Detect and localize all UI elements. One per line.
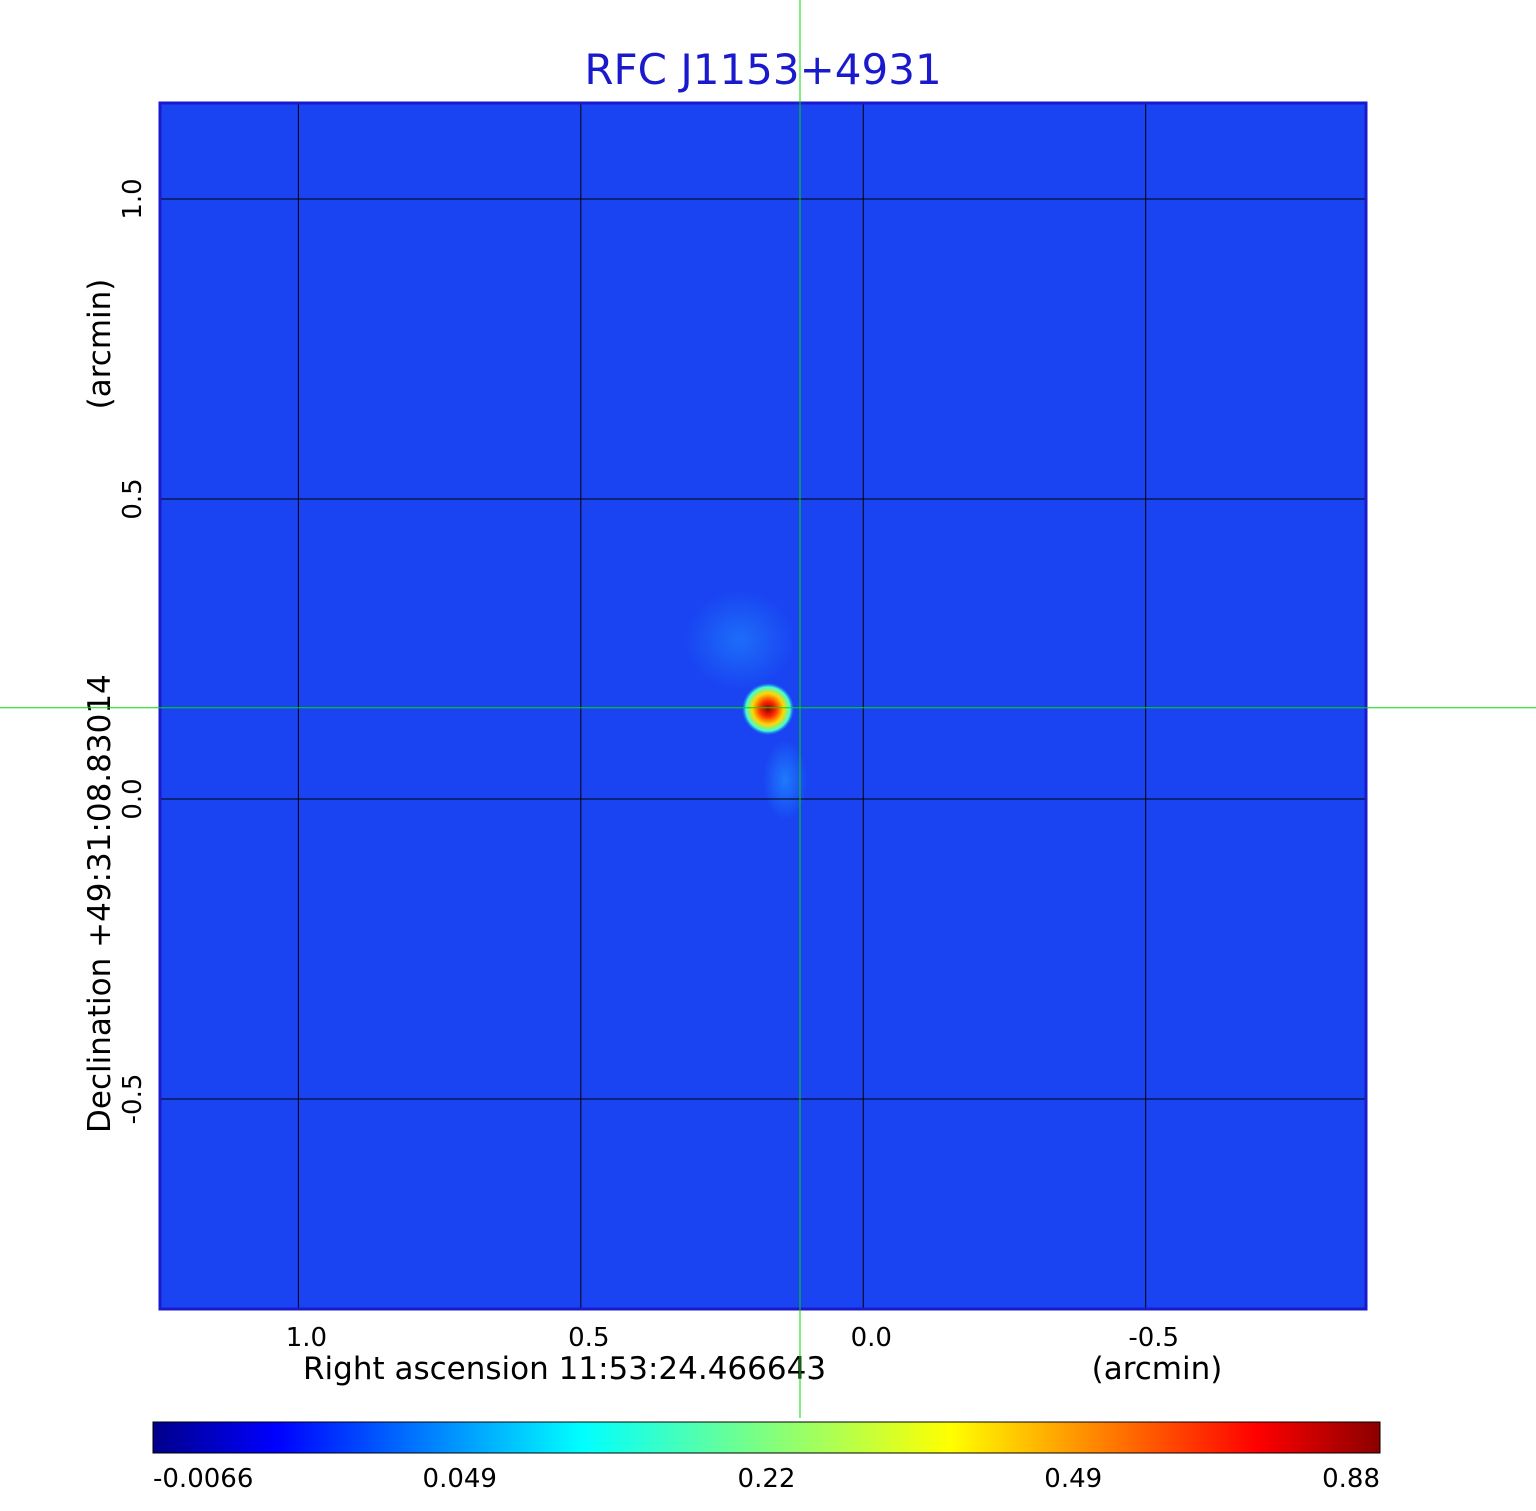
source-emission xyxy=(685,590,807,820)
colorbar xyxy=(152,1421,1381,1454)
x-tick-label: -0.5 xyxy=(1128,1323,1179,1353)
x-axis-unit: (arcmin) xyxy=(1092,1351,1223,1387)
plot-frame xyxy=(158,101,1368,1311)
y-tick-label: 0.0 xyxy=(118,778,148,819)
colorbar-tick-label: -0.0066 xyxy=(153,1464,253,1494)
colorbar-tick-label: 0.22 xyxy=(738,1464,796,1494)
y-axis-unit: (arcmin) xyxy=(82,279,118,410)
x-tick-label: 1.0 xyxy=(286,1323,327,1353)
y-tick-label: -0.5 xyxy=(118,1074,148,1125)
y-tick-label: 0.5 xyxy=(118,478,148,519)
emission-glow xyxy=(685,590,795,690)
y-axis-label: Declination +49:31:08.83014 xyxy=(82,674,118,1133)
chart-title: RFC J1153+4931 xyxy=(584,45,941,94)
colorbar-tick-label: 0.88 xyxy=(1322,1464,1380,1494)
colorbar-tick-labels: -0.0066 0.049 0.22 0.49 0.88 xyxy=(153,1464,1380,1494)
coordinate-grid xyxy=(160,103,1366,1309)
colorbar-tick-label: 0.49 xyxy=(1044,1464,1102,1494)
colorbar-tick-label: 0.049 xyxy=(423,1464,497,1494)
y-tick-label: 1.0 xyxy=(118,178,148,219)
image-plot-area xyxy=(158,101,1368,1311)
x-tick-label: 0.5 xyxy=(568,1323,609,1353)
emission-core xyxy=(742,683,794,735)
emission-tail xyxy=(763,740,807,820)
x-tick-labels: 1.0 0.5 0.0 -0.5 xyxy=(286,1323,1179,1353)
x-axis-label: Right ascension 11:53:24.466643 xyxy=(303,1351,826,1387)
x-tick-label: 0.0 xyxy=(851,1323,892,1353)
crosshair xyxy=(0,0,1536,1418)
y-tick-labels: 1.0 0.5 0.0 -0.5 xyxy=(118,178,148,1124)
